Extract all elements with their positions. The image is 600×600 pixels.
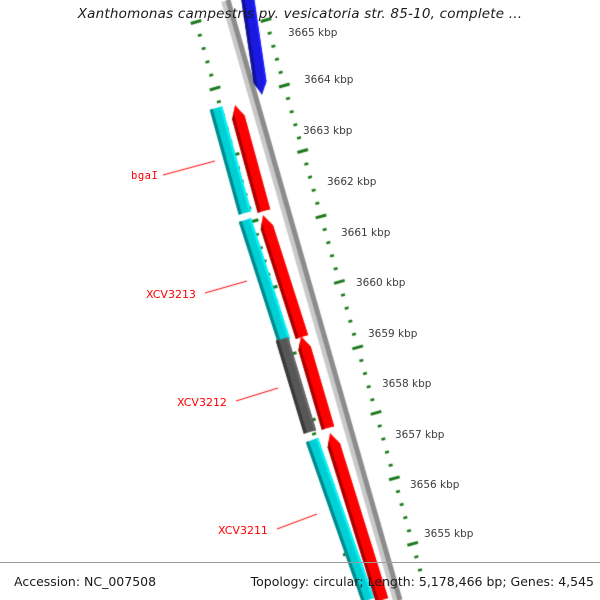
accession-text: Accession: NC_007508	[14, 574, 157, 589]
sequence-summary-text: Topology: circular; Length: 5,178,466 bp…	[250, 574, 594, 589]
status-bar: Accession: NC_007508 Topology: circular;…	[0, 562, 600, 600]
